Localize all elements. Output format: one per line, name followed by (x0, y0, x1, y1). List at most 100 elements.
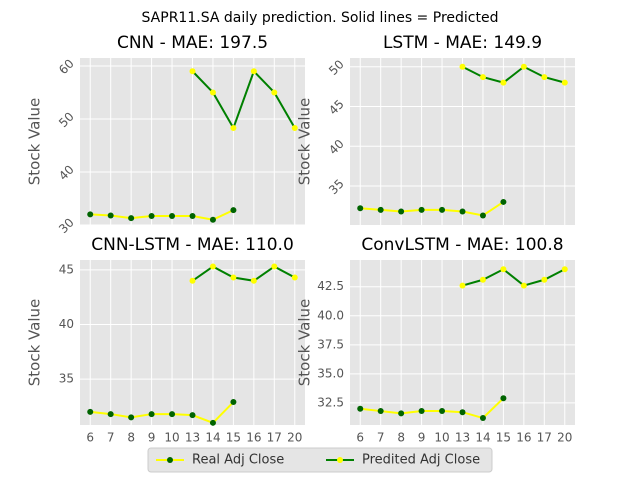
y-tick-label: 50 (56, 109, 77, 130)
y-tick-label: 60 (56, 56, 77, 77)
point (439, 408, 446, 415)
point (189, 68, 196, 75)
point (479, 74, 486, 81)
point (209, 419, 216, 426)
x-tick-label: 14 (205, 431, 220, 445)
x-tick-label: 20 (287, 431, 302, 445)
point (377, 408, 384, 415)
y-tick-label: 30 (56, 215, 77, 236)
point (398, 410, 405, 417)
point (148, 411, 155, 418)
x-tick-label: 6 (86, 431, 94, 445)
chart-title: ConvLSTM - MAE: 100.8 (361, 235, 563, 255)
y-axis-label: Stock Value (296, 299, 314, 386)
y-tick-label: 35 (59, 372, 74, 386)
x-tick-label: 15 (226, 431, 241, 445)
y-tick-label: 35 (326, 176, 347, 197)
x-tick-label: 20 (557, 431, 572, 445)
series-line (462, 65, 566, 84)
point (500, 266, 507, 273)
point (439, 206, 446, 213)
point (148, 212, 155, 219)
y-axis-label: Stock Value (26, 98, 44, 185)
y-tick-label: 35.0 (317, 366, 344, 380)
point (128, 414, 135, 421)
y-tick-label: 40 (326, 137, 347, 158)
point (459, 409, 466, 416)
y-tick-label: 50 (326, 57, 347, 78)
x-tick-label: 10 (434, 431, 449, 445)
point (230, 124, 237, 131)
point (541, 74, 548, 81)
point (189, 212, 196, 219)
point (230, 274, 237, 281)
x-tick-label: 8 (127, 431, 135, 445)
point (377, 206, 384, 213)
point (189, 277, 196, 284)
legend-marker (337, 457, 343, 463)
y-tick-label: 32.5 (317, 395, 344, 409)
point (107, 212, 114, 219)
point (250, 277, 257, 284)
point (561, 79, 568, 86)
series-line (90, 209, 234, 221)
point (209, 89, 216, 96)
point (271, 263, 278, 270)
x-tick-label: 7 (377, 431, 385, 445)
series-line (462, 268, 566, 287)
point (230, 207, 237, 214)
chart-title: CNN - MAE: 197.5 (117, 33, 268, 53)
legend-label: Real Adj Close (192, 453, 284, 468)
point (291, 124, 298, 131)
figure-title: SAPR11.SA daily prediction. Solid lines … (142, 10, 499, 26)
x-tick-label: 9 (148, 431, 156, 445)
y-tick-label: 45 (326, 97, 347, 118)
point (87, 408, 94, 415)
point (500, 395, 507, 402)
x-tick-label: 8 (397, 431, 405, 445)
point (479, 212, 486, 219)
legend-label: Predited Adj Close (362, 453, 480, 468)
x-tick-label: 13 (455, 431, 470, 445)
point (291, 274, 298, 281)
point (230, 399, 237, 406)
series-line (360, 201, 504, 217)
point (271, 89, 278, 96)
point (107, 411, 114, 418)
point (520, 63, 527, 70)
point (479, 415, 486, 422)
point (459, 63, 466, 70)
point (209, 216, 216, 223)
point (459, 282, 466, 289)
point (189, 412, 196, 419)
point (500, 79, 507, 86)
x-tick-label: 6 (356, 431, 364, 445)
series-line (90, 401, 235, 424)
x-tick-label: 17 (267, 431, 282, 445)
x-tick-label: 14 (475, 431, 490, 445)
x-tick-label: 16 (246, 431, 261, 445)
point (561, 266, 568, 273)
x-tick-label: 10 (164, 431, 179, 445)
x-tick-label: 13 (185, 431, 200, 445)
point (459, 208, 466, 215)
legend-box (147, 447, 493, 473)
y-tick-label: 42.5 (317, 279, 344, 293)
x-tick-label: 16 (516, 431, 531, 445)
point (418, 206, 425, 213)
series-line (191, 69, 296, 131)
y-tick-label: 45 (59, 262, 74, 276)
x-tick-label: 17 (537, 431, 552, 445)
series-line (360, 397, 505, 420)
y-tick-label: 40 (59, 317, 74, 331)
x-tick-label: 15 (496, 431, 511, 445)
y-tick-label: 40.0 (317, 308, 344, 322)
point (418, 408, 425, 415)
legend-marker (167, 457, 173, 463)
point (209, 263, 216, 270)
point (520, 282, 527, 289)
series-line (191, 265, 296, 282)
chart-title: LSTM - MAE: 149.9 (383, 33, 542, 53)
point (250, 68, 257, 75)
